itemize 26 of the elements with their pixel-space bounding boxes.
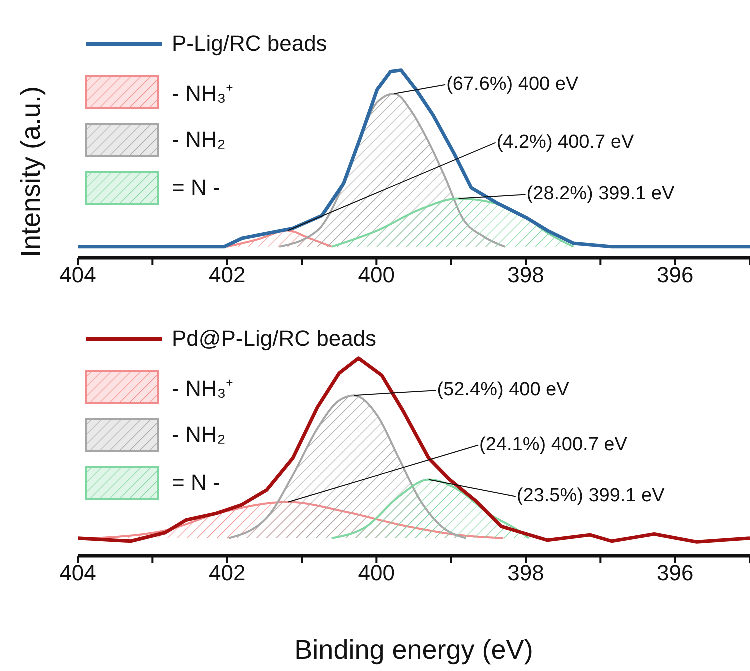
x-tick-label: 402 bbox=[208, 560, 246, 586]
x-tick-label: 400 bbox=[358, 262, 396, 288]
legend-label: - NH₃⁺ bbox=[172, 375, 234, 402]
y-axis-title: Intensity (a.u.) bbox=[16, 86, 46, 258]
annotation: (28.2%) 399.1 eV bbox=[526, 184, 675, 205]
annotation: (67.6%) 400 eV bbox=[446, 74, 579, 95]
legend-label: = N - bbox=[172, 470, 220, 496]
legend-label: - NH₂ bbox=[172, 422, 226, 448]
annotation: (52.4%) 400 eV bbox=[437, 380, 570, 401]
x-tick-label: 398 bbox=[508, 560, 544, 586]
x-tick-label: 404 bbox=[60, 262, 96, 288]
legend-label: P-Lig/RC beads bbox=[172, 31, 328, 57]
annotation: (24.1%) 400.7 eV bbox=[480, 434, 628, 456]
x-axis-title: Binding energy (eV) bbox=[294, 635, 534, 665]
legend-label: = N - bbox=[172, 175, 220, 201]
x-tick-label: 396 bbox=[656, 262, 694, 288]
legend-label: - NH₂ bbox=[172, 127, 226, 153]
x-tick-label: 402 bbox=[208, 262, 246, 288]
x-tick-label: 404 bbox=[60, 560, 96, 586]
x-tick-label: 396 bbox=[656, 560, 694, 586]
x-tick-label: 400 bbox=[358, 560, 396, 586]
annotation: (4.2%) 400.7 eV bbox=[496, 132, 634, 153]
annotation: (23.5%) 399.1 eV bbox=[516, 486, 666, 507]
legend-label: Pd@P-Lig/RC beads bbox=[172, 326, 377, 352]
x-tick-label: 398 bbox=[508, 262, 544, 288]
legend-label: - NH₃⁺ bbox=[172, 80, 234, 107]
